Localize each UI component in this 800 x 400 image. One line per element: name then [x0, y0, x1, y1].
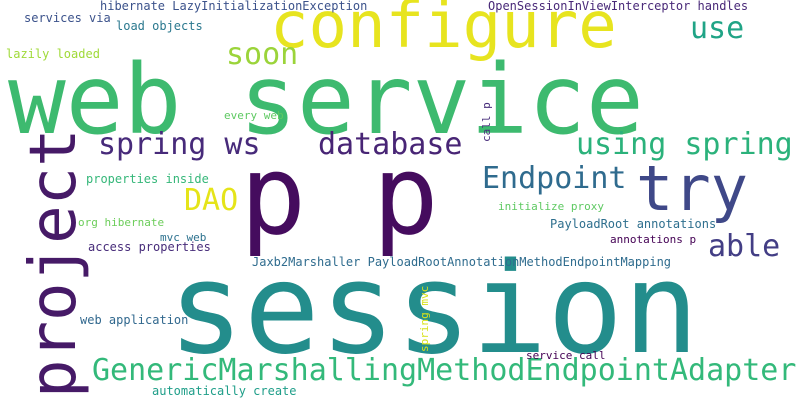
word: soon: [226, 37, 299, 72]
word: database: [318, 127, 463, 162]
word: initialize proxy: [498, 200, 604, 213]
word: Endpoint: [482, 161, 627, 196]
word: configure: [270, 0, 617, 63]
word: properties inside: [86, 172, 209, 186]
word: able: [708, 229, 781, 264]
word: PayloadRoot annotations: [550, 217, 717, 231]
word: lazily loaded: [6, 47, 100, 61]
word: web application: [80, 313, 189, 327]
word: using spring: [576, 127, 793, 162]
word: every web: [224, 109, 284, 122]
word: access properties: [88, 240, 211, 254]
word: service call: [526, 349, 606, 362]
word: web service: [8, 44, 644, 156]
word: org hibernate: [78, 216, 165, 229]
word: annotations p: [610, 233, 697, 246]
word: call p: [480, 102, 493, 142]
word: mvc web: [160, 231, 207, 244]
word: DAO: [184, 183, 239, 218]
word: GenericMarshallingMethodEndpointAdapter: [92, 353, 797, 388]
word: project: [17, 128, 91, 398]
word: session: [168, 235, 700, 382]
word: services via: [24, 11, 111, 25]
word: spring ws: [98, 127, 261, 162]
word: use: [690, 11, 745, 46]
word: OpenSessionInViewInterceptor handles: [488, 0, 749, 13]
word: automatically create: [152, 384, 297, 398]
word: hibernate LazyInitializationException: [100, 0, 368, 13]
word: spring mvc: [418, 285, 431, 352]
word: p p: [240, 131, 439, 259]
word: load objects: [116, 19, 203, 33]
word: Jaxb2Marshaller PayloadRootAnnotationMet…: [252, 255, 672, 269]
word: try: [636, 152, 748, 225]
